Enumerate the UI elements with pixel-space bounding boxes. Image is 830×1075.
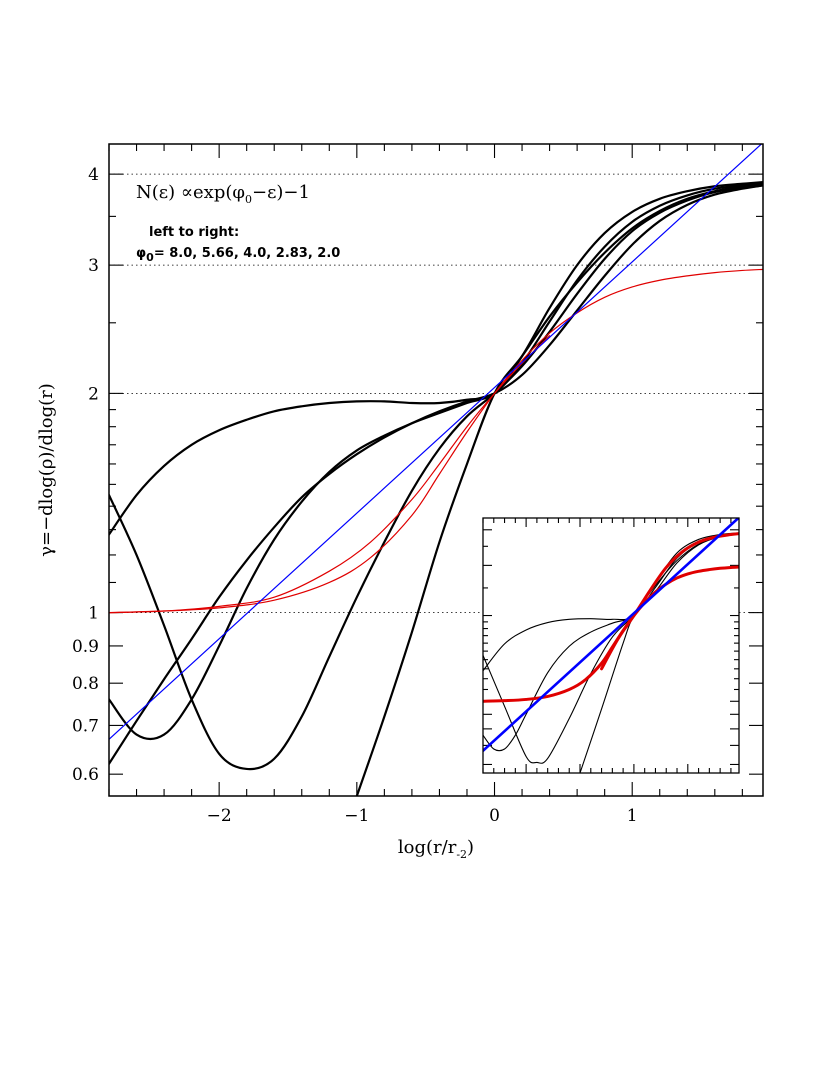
series-group (109, 144, 763, 796)
y-tick-label: 0.9 (72, 637, 99, 657)
plot-frame (108, 143, 764, 797)
x-tick-label: −1 (344, 806, 369, 826)
y-tick-label: 1 (88, 604, 99, 624)
main-series-6 (109, 335, 551, 614)
y-tick-label: 2 (88, 384, 99, 404)
y-axis-title: γ=−dlog(ρ)/dlog(r) (36, 383, 57, 557)
x-tick-labels: −2 −1 0 1 (207, 806, 638, 826)
main-series-5 (109, 268, 763, 614)
distribution-formula: N(ε) ∝exp(φ0−ε)−1 (136, 182, 310, 206)
y-tick-label: 3 (88, 256, 99, 276)
x-tick-label: 0 (489, 806, 500, 826)
inset-series-0 (483, 532, 739, 672)
inset-frame (482, 517, 740, 774)
x-tick-label: −2 (207, 806, 232, 826)
inset-background (483, 518, 739, 773)
inset-series-5 (600, 532, 739, 671)
main-series-2 (109, 184, 763, 771)
y-tick-label: 0.8 (72, 674, 99, 694)
y-tick-label: 4 (88, 165, 99, 185)
annotation-left-to-right: left to right: (149, 225, 239, 240)
inset-series-group (483, 518, 739, 773)
inset-series-2 (483, 533, 739, 764)
axis-ticks (108, 144, 763, 796)
x-axis-title: log(r/r-2) (398, 837, 474, 861)
inset-series-6 (483, 518, 739, 753)
main-series-1 (109, 182, 763, 741)
y-tick-label: 0.6 (72, 765, 99, 785)
y-tick-labels: 0.6 0.7 0.8 0.9 1 2 3 4 (72, 165, 99, 785)
main-series-4 (355, 182, 763, 796)
main-series-0 (109, 181, 763, 536)
y-tick-label: 0.7 (72, 716, 99, 736)
main-series-3 (109, 184, 763, 765)
main-series-7 (109, 144, 763, 740)
x-tick-label: 1 (627, 806, 638, 826)
annotation-phi-values: φ0= 8.0, 5.66, 4.0, 2.83, 2.0 (136, 246, 340, 264)
